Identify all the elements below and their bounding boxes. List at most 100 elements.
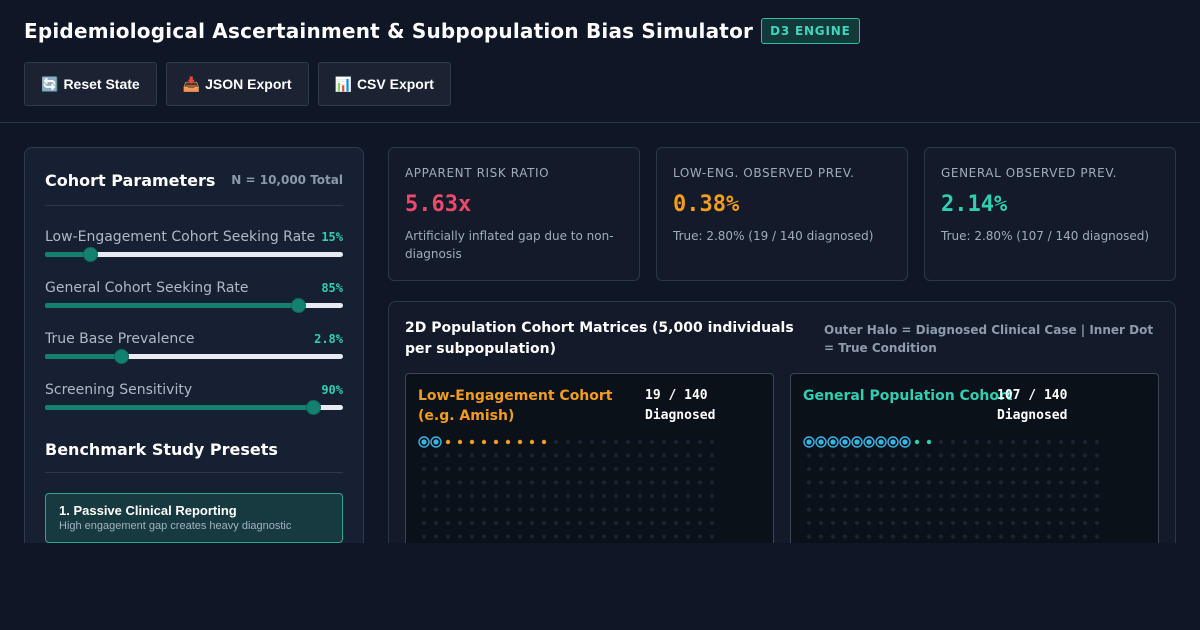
individual-dot [1070, 480, 1076, 485]
individual-dot [1022, 466, 1028, 472]
individual-dot [1010, 534, 1016, 539]
individual-dot [830, 520, 836, 526]
stat-note: True: 2.80% (19 / 140 diagnosed) [673, 229, 874, 243]
individual-dot [926, 534, 932, 539]
individual-dot [1070, 439, 1076, 445]
individual-dot [421, 480, 427, 485]
individual-dot [529, 534, 535, 539]
true-condition-dot [842, 439, 848, 445]
individual-dot [445, 534, 451, 539]
stat-card-risk-ratio: APPARENT RISK RATIO 5.63x Artificially i… [388, 147, 640, 281]
individual-dot [673, 507, 679, 512]
individual-dot [1082, 520, 1088, 526]
individual-dot [998, 453, 1004, 458]
cohort-name: Low-Engagement Cohort (e.g. Amish) [418, 388, 613, 424]
slider-thumb[interactable] [291, 298, 307, 313]
individual-dot [505, 520, 511, 526]
individual-dot [601, 493, 607, 499]
slider-general-seeking: General Cohort Seeking Rate 85% [45, 279, 343, 313]
individual-dot [866, 493, 872, 499]
individual-dot [673, 439, 679, 445]
individual-dot [541, 480, 547, 485]
individual-dot [926, 466, 932, 472]
individual-dot [914, 480, 920, 485]
individual-dot [445, 493, 451, 499]
diagnosed-halo [803, 436, 815, 448]
slider-thumb[interactable] [113, 349, 129, 364]
individual-dot [842, 493, 848, 499]
individual-dot [517, 534, 523, 539]
individual-dot [854, 453, 860, 458]
true-condition-dot [517, 439, 523, 445]
individual-dot [433, 493, 439, 499]
individual-dot [445, 453, 451, 458]
individual-dot [433, 520, 439, 526]
individual-dot [541, 534, 547, 539]
individual-dot [1034, 480, 1040, 485]
individual-dot [589, 534, 595, 539]
individual-dot [830, 453, 836, 458]
preset-passive-clinical-reporting[interactable]: 1. Passive Clinical Reporting High engag… [45, 493, 343, 543]
individual-dot [421, 493, 427, 499]
individual-dot [818, 453, 824, 458]
csv-export-button[interactable]: 📊 CSV Export [317, 62, 451, 106]
individual-dot [818, 507, 824, 512]
individual-dot [637, 493, 643, 499]
true-condition-dot [902, 439, 908, 445]
individual-dot [493, 453, 499, 458]
slider-thumb[interactable] [82, 247, 98, 262]
individual-dot [914, 453, 920, 458]
individual-dot [541, 453, 547, 458]
individual-dot [637, 534, 643, 539]
individual-dot [1082, 439, 1088, 445]
json-export-button[interactable]: 📥 JSON Export [165, 62, 309, 106]
individual-dot [505, 466, 511, 472]
individual-dot [625, 480, 631, 485]
individual-dot [1010, 480, 1016, 485]
individual-dot [541, 520, 547, 526]
slider-thumb[interactable] [306, 400, 322, 415]
individual-dot [529, 507, 535, 512]
individual-dot [613, 480, 619, 485]
cohort-matrix-general: General Population Cohort 107 / 140 Diag… [790, 373, 1159, 573]
individual-dot [842, 466, 848, 472]
true-condition-dot [493, 439, 499, 445]
individual-dot [625, 453, 631, 458]
individual-dot [709, 453, 715, 458]
slider-track[interactable] [45, 298, 343, 313]
slider-fill [45, 354, 121, 359]
individual-dot [1070, 466, 1076, 472]
individual-dot [577, 507, 583, 512]
individual-dot [481, 534, 487, 539]
individual-dot [529, 493, 535, 499]
individual-dot [493, 480, 499, 485]
slider-fill [45, 303, 299, 308]
individual-dot [709, 480, 715, 485]
individual-dot [625, 493, 631, 499]
slider-track[interactable] [45, 400, 343, 415]
individual-dot [577, 520, 583, 526]
individual-dot [938, 453, 944, 458]
individual-dot [613, 507, 619, 512]
panel-title: Cohort Parameters [45, 170, 216, 190]
individual-dot [998, 493, 1004, 499]
individual-dot [649, 534, 655, 539]
stat-label: APPARENT RISK RATIO [405, 166, 550, 180]
individual-dot [625, 439, 631, 445]
individual-dot [577, 453, 583, 458]
individual-dot [637, 453, 643, 458]
cohort-matrix-low-engagement: Low-Engagement Cohort (e.g. Amish) 19 / … [405, 373, 774, 573]
slider-value: 2.8% [314, 332, 343, 346]
individual-dot [1022, 534, 1028, 539]
individual-dot [673, 466, 679, 472]
reset-state-button[interactable]: 🔄 Reset State [24, 62, 157, 106]
individual-dot [457, 507, 463, 512]
individual-dot [697, 493, 703, 499]
individual-dot [1058, 480, 1064, 485]
slider-track[interactable] [45, 247, 343, 262]
individual-dot [1094, 507, 1100, 512]
individual-dot [1034, 439, 1040, 445]
individual-dot [493, 466, 499, 472]
slider-track[interactable] [45, 349, 343, 364]
individual-dot [1010, 439, 1016, 445]
